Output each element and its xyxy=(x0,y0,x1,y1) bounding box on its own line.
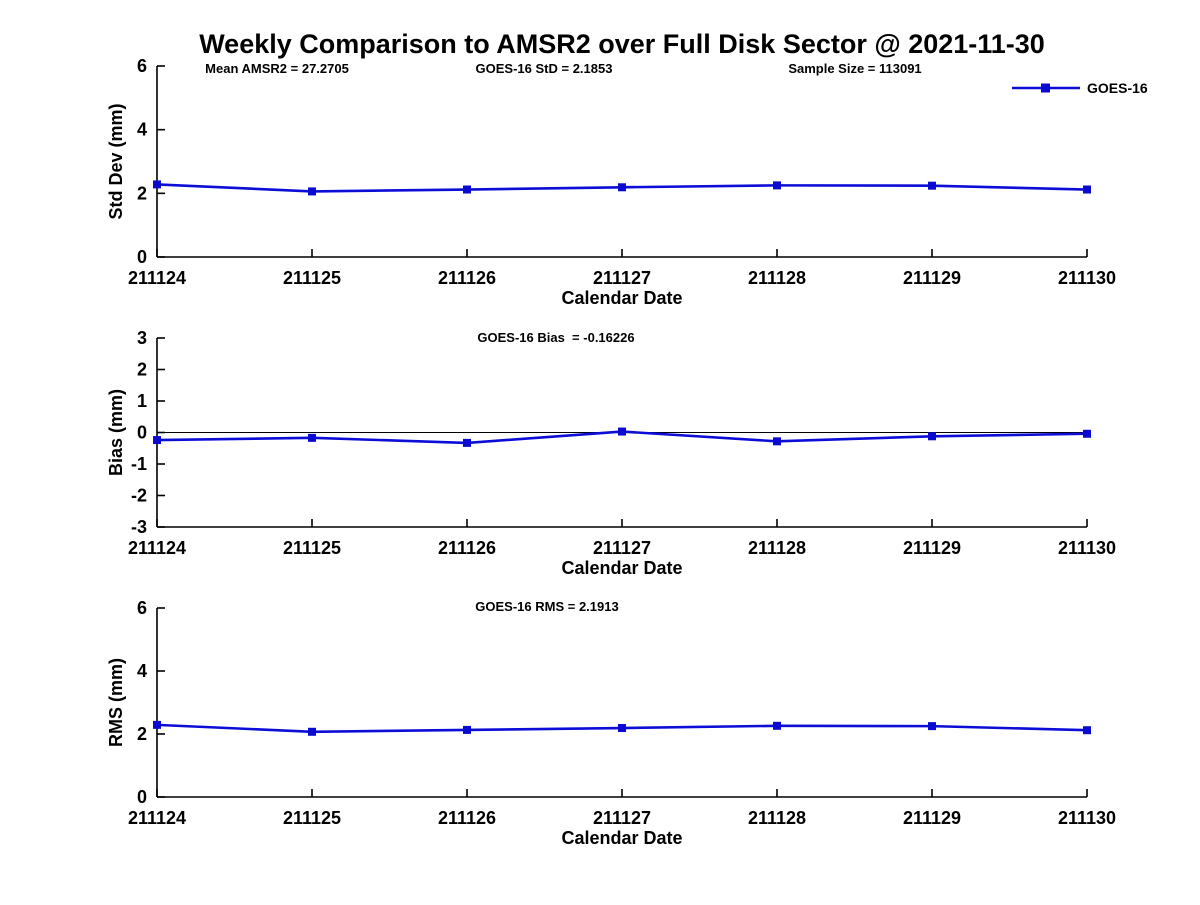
y-tick-label: 0 xyxy=(137,787,147,807)
goes16-data-marker xyxy=(618,427,626,436)
x-tick-label: 211125 xyxy=(283,538,341,558)
x-tick-label: 211127 xyxy=(593,808,651,828)
goes16-data-marker xyxy=(153,180,161,189)
rms-y-axis-label: RMS (mm) xyxy=(106,658,126,747)
y-tick-label: -1 xyxy=(131,454,147,474)
annotation-sample-size: Sample Size = 113091 xyxy=(788,61,921,76)
rms-x-axis-label: Calendar Date xyxy=(561,828,682,848)
x-tick-label: 211126 xyxy=(438,538,496,558)
subplot-stddev: 0 2 4 6 211124 211125 211126 211127 211128 211129… xyxy=(128,56,1116,288)
figure-title: Weekly Comparison to AMSR2 over Full Dis… xyxy=(199,29,1045,59)
subplot-bias-title: GOES-16 Bias = -0.16226 xyxy=(477,330,634,345)
stddev-y-axis-label: Std Dev (mm) xyxy=(106,103,126,219)
goes16-data-marker xyxy=(308,727,316,736)
axes-layer: 0 2 4 6 211124 211125 211126 211127 211128 211129… xyxy=(128,56,1116,828)
goes16-data-marker xyxy=(153,436,161,445)
goes16-data-marker xyxy=(1083,185,1091,194)
y-tick-label: 2 xyxy=(137,724,147,744)
bias-x-axis-label: Calendar Date xyxy=(561,558,682,578)
goes16-data-marker xyxy=(928,722,936,731)
y-tick-label: 3 xyxy=(137,328,147,348)
annotation-goes16-std: GOES-16 StD = 2.1853 xyxy=(476,61,613,76)
x-tick-label: 211128 xyxy=(748,538,806,558)
x-tick-label: 211125 xyxy=(283,268,341,288)
y-tick-label: -3 xyxy=(131,517,147,537)
x-tick-label: 211128 xyxy=(748,808,806,828)
x-tick-label: 211125 xyxy=(283,808,341,828)
subplot-rms-title: GOES-16 RMS = 2.1913 xyxy=(475,599,618,614)
legend-square-marker-icon xyxy=(1041,83,1050,93)
y-tick-label: 0 xyxy=(137,423,147,443)
y-tick-label: 6 xyxy=(137,598,147,618)
legend: GOES-16 xyxy=(1012,80,1148,96)
y-tick-label: 6 xyxy=(137,56,147,76)
goes16-data-marker xyxy=(1083,726,1091,735)
goes16-data-marker xyxy=(773,181,781,190)
goes16-data-marker xyxy=(928,181,936,190)
goes16-data-marker xyxy=(463,725,471,734)
goes16-data-marker xyxy=(618,183,626,192)
goes16-data-marker xyxy=(773,721,781,730)
x-tick-label: 211128 xyxy=(748,268,806,288)
stddev-x-axis-label: Calendar Date xyxy=(561,288,682,308)
goes16-data-marker xyxy=(463,185,471,194)
goes16-data-marker xyxy=(308,187,316,196)
x-tick-label: 211130 xyxy=(1058,538,1116,558)
y-tick-label: 2 xyxy=(137,183,147,203)
legend-label: GOES-16 xyxy=(1087,80,1148,96)
x-tick-label: 211124 xyxy=(128,808,186,828)
y-tick-label: 1 xyxy=(137,391,147,411)
x-tick-label: 211129 xyxy=(903,268,961,288)
y-tick-label: -2 xyxy=(131,486,147,506)
x-tick-label: 211124 xyxy=(128,538,186,558)
y-tick-label: 4 xyxy=(137,120,147,140)
goes16-data-marker xyxy=(308,433,316,442)
y-tick-label: 0 xyxy=(137,247,147,267)
x-tick-label: 211126 xyxy=(438,268,496,288)
x-tick-label: 211126 xyxy=(438,808,496,828)
x-tick-label: 211129 xyxy=(903,808,961,828)
goes16-data-marker xyxy=(1083,429,1091,438)
goes16-data-marker xyxy=(928,432,936,441)
annotation-mean-amsr2: Mean AMSR2 = 27.2705 xyxy=(205,61,349,76)
goes16-data-marker xyxy=(773,437,781,446)
goes16-data-marker xyxy=(463,438,471,447)
y-tick-label: 4 xyxy=(137,661,147,681)
bias-y-axis-label: Bias (mm) xyxy=(106,389,126,476)
subplot-rms: 0 2 4 6 211124 211125 211126 211127 211128 211129… xyxy=(128,598,1116,828)
x-tick-label: 211130 xyxy=(1058,808,1116,828)
x-tick-label: 211127 xyxy=(593,268,651,288)
x-tick-label: 211124 xyxy=(128,268,186,288)
x-tick-label: 211127 xyxy=(593,538,651,558)
x-tick-label: 211130 xyxy=(1058,268,1116,288)
subplot-bias: -3 -2 -1 0 1 2 3 211124 211125 211126 211127 211128… xyxy=(128,328,1116,558)
y-tick-label: 2 xyxy=(137,360,147,380)
goes16-data-marker xyxy=(153,720,161,729)
goes16-data-marker xyxy=(618,724,626,733)
x-tick-label: 211129 xyxy=(903,538,961,558)
